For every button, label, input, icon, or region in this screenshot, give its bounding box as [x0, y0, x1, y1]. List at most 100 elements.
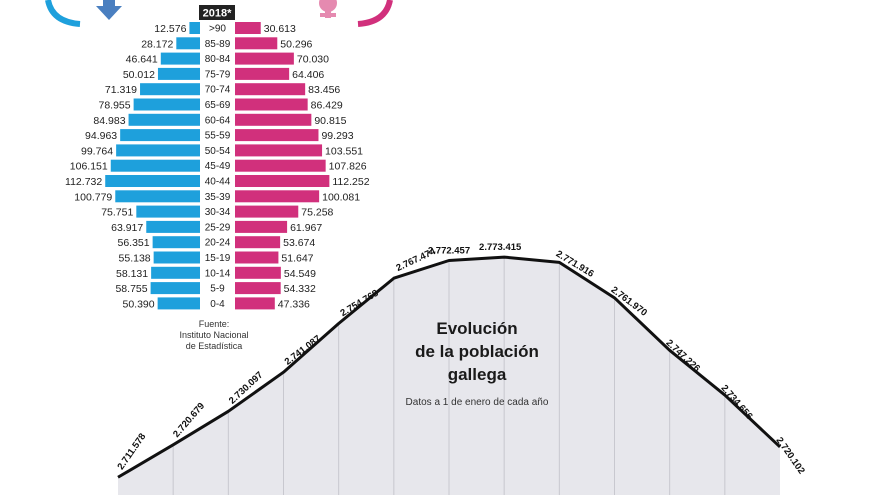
male-bar-1 — [176, 37, 200, 50]
female-value-6: 90.815 — [314, 115, 346, 127]
female-bar-1 — [235, 37, 278, 50]
female-value-5: 86.429 — [311, 100, 343, 112]
age-label-18: 0-4 — [210, 299, 225, 310]
female-arc-decoration — [357, 0, 393, 27]
female-bar-6 — [235, 113, 312, 126]
source-label: Fuente: — [199, 319, 230, 329]
female-bar-11 — [235, 190, 320, 203]
male-value-2: 46.641 — [126, 54, 158, 66]
year-badge — [199, 5, 235, 20]
male-bar-5 — [133, 98, 200, 111]
female-bar-3 — [235, 67, 290, 80]
age-label-17: 5-9 — [210, 284, 225, 295]
male-bar-13 — [146, 220, 200, 233]
age-label-16: 10-14 — [205, 268, 231, 279]
male-value-15: 55.138 — [119, 253, 151, 265]
age-label-9: 45-49 — [205, 161, 231, 172]
female-bar-4 — [235, 83, 306, 96]
male-value-16: 58.131 — [116, 268, 148, 280]
age-label-6: 60-64 — [205, 115, 231, 126]
evolution-subtitle: Datos a 1 de enero de cada año — [406, 397, 549, 408]
age-label-15: 15-19 — [205, 253, 231, 264]
male-value-4: 71.319 — [105, 84, 137, 96]
male-value-14: 56.351 — [118, 237, 150, 249]
female-bar-17 — [235, 282, 281, 295]
male-bar-8 — [116, 144, 200, 157]
female-bar-16 — [235, 266, 281, 279]
age-label-11: 35-39 — [205, 192, 231, 203]
age-label-7: 55-59 — [205, 131, 231, 142]
age-label-14: 20-24 — [205, 238, 231, 249]
female-value-12: 75.258 — [301, 207, 333, 219]
female-bar-0 — [235, 22, 261, 34]
female-value-7: 99.293 — [321, 130, 353, 142]
male-value-11: 100.779 — [74, 191, 112, 203]
female-value-18: 47.336 — [278, 298, 310, 310]
male-value-6: 84.983 — [93, 115, 125, 127]
female-value-9: 107.826 — [329, 161, 367, 173]
female-value-14: 53.674 — [283, 237, 315, 249]
female-bar-5 — [235, 98, 308, 111]
male-bar-16 — [151, 266, 200, 279]
female-value-17: 54.332 — [284, 283, 316, 295]
male-bar-6 — [128, 113, 200, 126]
age-label-13: 25-29 — [205, 222, 231, 233]
male-value-12: 75.751 — [101, 207, 133, 219]
female-bar-15 — [235, 251, 279, 264]
male-symbol-icon — [96, 0, 122, 20]
age-label-1: 85-89 — [205, 39, 231, 50]
male-value-9: 106.151 — [70, 161, 108, 173]
female-value-0: 30.613 — [264, 23, 296, 35]
male-bar-14 — [152, 236, 200, 249]
evolution-title-line-3: gallega — [448, 365, 507, 384]
male-value-3: 50.012 — [123, 69, 155, 81]
female-bar-18 — [235, 297, 275, 310]
male-value-7: 94.963 — [85, 130, 117, 142]
female-symbol-icon — [319, 0, 337, 18]
source-line-2: de Estadística — [186, 341, 243, 351]
female-value-8: 103.551 — [325, 145, 363, 157]
female-bar-9 — [235, 159, 326, 172]
male-value-8: 99.764 — [81, 145, 113, 157]
female-bar-8 — [235, 144, 323, 157]
evolution-title-line-1: Evolución — [436, 319, 517, 338]
female-bar-14 — [235, 236, 281, 249]
male-bar-17 — [150, 282, 200, 295]
age-label-5: 65-69 — [205, 100, 231, 111]
evolution-title-line-2: de la población — [415, 342, 539, 361]
evolution-value-7: 2.773.415 — [479, 242, 522, 253]
age-label-12: 30-34 — [205, 207, 231, 218]
male-bar-3 — [157, 67, 200, 80]
male-value-10: 112.732 — [65, 176, 102, 188]
female-bar-13 — [235, 220, 288, 233]
female-bar-2 — [235, 52, 294, 65]
male-value-18: 50.390 — [123, 298, 155, 310]
male-bar-12 — [136, 205, 200, 218]
female-bar-10 — [235, 175, 330, 187]
female-value-11: 100.081 — [322, 191, 360, 203]
population-pyramid: >90 12.576 30.613 85-89 28.172 50.296 80-84 46.… — [65, 22, 370, 310]
male-bar-15 — [153, 251, 200, 264]
age-label-3: 75-79 — [205, 69, 231, 80]
female-value-1: 50.296 — [280, 38, 312, 50]
male-bar-10 — [105, 175, 200, 187]
female-bar-7 — [235, 129, 319, 142]
source-line-1: Instituto Nacional — [179, 330, 248, 340]
female-value-4: 83.456 — [308, 84, 340, 96]
male-value-17: 58.755 — [115, 283, 147, 295]
male-bar-18 — [157, 297, 200, 310]
male-bar-7 — [120, 129, 200, 142]
male-bar-11 — [115, 190, 200, 203]
female-value-2: 70.030 — [297, 54, 329, 66]
age-label-8: 50-54 — [205, 146, 231, 157]
male-bar-2 — [160, 52, 200, 65]
male-bar-4 — [140, 83, 200, 96]
female-value-16: 54.549 — [284, 268, 316, 280]
age-label-0: >90 — [209, 24, 226, 35]
male-arc-decoration — [45, 0, 81, 27]
male-bar-9 — [110, 159, 200, 172]
male-bar-0 — [189, 22, 200, 34]
male-value-13: 63.917 — [111, 222, 143, 234]
female-value-3: 64.406 — [292, 69, 324, 81]
